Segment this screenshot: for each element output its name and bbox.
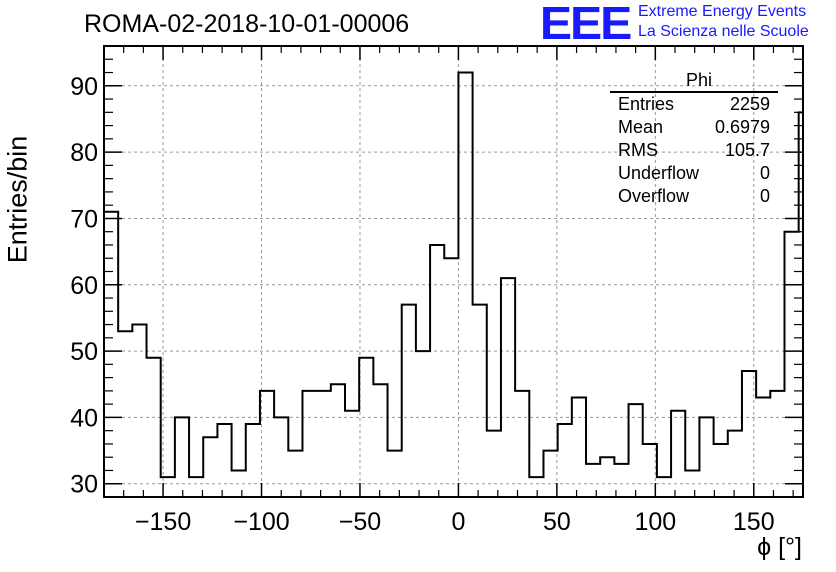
- x-tick-label: 0: [451, 508, 465, 536]
- x-axis-label: ϕ [°]: [757, 533, 802, 561]
- stats-label: RMS: [618, 140, 658, 160]
- stats-value: 2259: [729, 94, 770, 114]
- y-tick-label: 40: [70, 404, 98, 432]
- x-tick-label: −100: [233, 508, 289, 536]
- stats-label: Overflow: [618, 186, 690, 206]
- eee-logo-mark: EEE: [539, 0, 632, 49]
- stats-row: Overflow 0: [610, 185, 778, 208]
- stats-box: Phi Entries 2259 Mean 0.6979 RMS 105.7 U…: [610, 70, 778, 208]
- axis-ticks: [104, 46, 803, 497]
- stats-row: Entries 2259: [610, 93, 778, 116]
- plot-title: ROMA-02-2018-10-01-00006: [84, 10, 410, 38]
- y-tick-label: 30: [70, 471, 98, 499]
- histogram-outline: [103, 71, 803, 497]
- y-tick-label: 50: [70, 338, 98, 366]
- stats-value: 0: [759, 163, 770, 183]
- x-tick-label: −150: [135, 508, 191, 536]
- logo-line-2: La Scienza nelle Scuole: [638, 23, 809, 40]
- stats-row: Underflow 0: [610, 162, 778, 185]
- x-tick-label: 100: [634, 508, 676, 536]
- stats-title: Phi: [610, 70, 778, 93]
- y-tick-label: 80: [70, 139, 98, 167]
- stats-label: Underflow: [618, 163, 700, 183]
- eee-logo-text: Extreme Energy Events La Scienza nelle S…: [638, 2, 809, 42]
- grid-lines: [104, 46, 803, 497]
- stats-label: Mean: [618, 117, 664, 137]
- x-tick-label: −50: [339, 508, 381, 536]
- eee-logo: EEE Extreme Energy Events La Scienza nel…: [539, 0, 809, 49]
- y-tick-label: 70: [70, 205, 98, 233]
- stats-value: 105.7: [724, 140, 770, 160]
- stats-label: Entries: [618, 94, 675, 114]
- tick-labels: −150 −100 −50 0 50 100 150 30 40 50 60 70 80 90: [70, 73, 774, 536]
- stats-row: Mean 0.6979: [610, 116, 778, 139]
- stats-value: 0.6979: [714, 117, 770, 137]
- x-tick-label: 150: [733, 508, 775, 536]
- y-tick-label: 60: [70, 272, 98, 300]
- x-tick-label: 50: [543, 508, 571, 536]
- stats-value: 0: [759, 186, 770, 206]
- y-tick-label: 90: [70, 73, 98, 101]
- stats-row: RMS 105.7: [610, 139, 778, 162]
- logo-line-1: Extreme Energy Events: [638, 3, 807, 20]
- y-axis-label: Entries/bin: [2, 135, 33, 264]
